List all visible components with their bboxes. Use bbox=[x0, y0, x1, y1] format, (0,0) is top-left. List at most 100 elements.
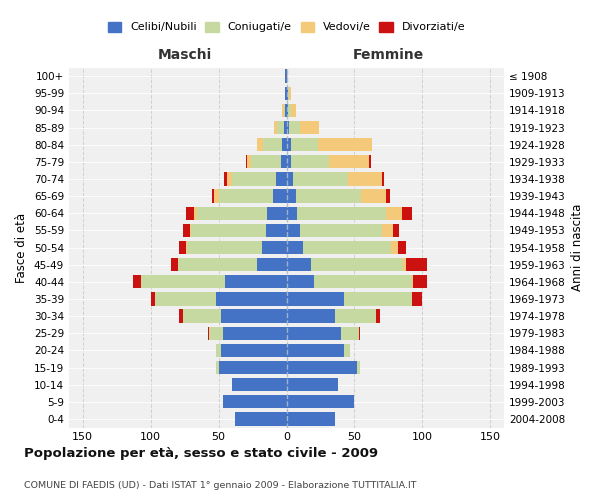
Bar bbox=[359, 326, 360, 340]
Bar bbox=[287, 361, 357, 374]
Bar bbox=[257, 138, 263, 151]
Bar bbox=[296, 190, 361, 203]
Bar bbox=[218, 361, 287, 374]
Bar bbox=[288, 104, 290, 117]
Bar bbox=[194, 206, 197, 220]
Bar bbox=[412, 292, 422, 306]
Bar bbox=[281, 155, 287, 168]
Bar bbox=[287, 121, 289, 134]
Bar bbox=[263, 138, 283, 151]
Bar bbox=[283, 138, 287, 151]
Bar bbox=[287, 224, 300, 237]
Bar bbox=[318, 138, 372, 151]
Bar bbox=[275, 172, 287, 186]
Bar bbox=[293, 172, 347, 186]
Bar bbox=[224, 172, 227, 186]
Bar bbox=[287, 395, 355, 408]
Bar bbox=[287, 258, 311, 272]
Bar bbox=[232, 378, 287, 392]
Bar bbox=[257, 258, 287, 272]
Bar bbox=[186, 241, 187, 254]
Bar bbox=[287, 310, 335, 323]
Bar bbox=[190, 224, 191, 237]
Bar bbox=[287, 378, 338, 392]
Legend: Celibi/Nubili, Coniugati/e, Vedovi/e, Divorziati/e: Celibi/Nubili, Coniugati/e, Vedovi/e, Di… bbox=[103, 18, 470, 37]
Bar bbox=[209, 326, 223, 340]
Bar bbox=[287, 412, 335, 426]
Bar bbox=[223, 326, 287, 340]
Bar bbox=[300, 224, 382, 237]
Bar bbox=[287, 155, 290, 168]
Bar bbox=[266, 224, 287, 237]
Bar bbox=[262, 241, 287, 254]
Bar bbox=[212, 190, 214, 203]
Bar bbox=[285, 70, 287, 83]
Bar bbox=[290, 138, 318, 151]
Bar bbox=[141, 275, 226, 288]
Bar bbox=[287, 344, 344, 357]
Bar bbox=[288, 86, 289, 100]
Bar bbox=[290, 155, 329, 168]
Bar bbox=[232, 172, 275, 186]
Bar bbox=[391, 241, 398, 254]
Bar bbox=[287, 326, 341, 340]
Bar bbox=[287, 292, 344, 306]
Bar bbox=[133, 275, 141, 288]
Bar bbox=[183, 310, 221, 323]
Bar bbox=[341, 326, 359, 340]
Bar bbox=[370, 155, 371, 168]
Bar bbox=[216, 361, 218, 374]
Bar bbox=[179, 241, 186, 254]
Bar bbox=[287, 138, 290, 151]
Bar bbox=[171, 258, 178, 272]
Bar bbox=[298, 206, 386, 220]
Bar bbox=[287, 241, 303, 254]
Bar bbox=[386, 206, 402, 220]
Bar bbox=[235, 412, 287, 426]
Bar bbox=[329, 155, 370, 168]
Bar bbox=[178, 258, 257, 272]
Y-axis label: Anni di nascita: Anni di nascita bbox=[571, 204, 584, 291]
Bar bbox=[344, 344, 350, 357]
Bar bbox=[287, 70, 288, 83]
Bar bbox=[382, 224, 392, 237]
Bar bbox=[300, 121, 319, 134]
Bar bbox=[183, 224, 190, 237]
Bar bbox=[287, 86, 288, 100]
Bar bbox=[214, 190, 218, 203]
Bar bbox=[287, 104, 288, 117]
Bar bbox=[221, 310, 287, 323]
Bar bbox=[289, 121, 300, 134]
Bar bbox=[221, 344, 287, 357]
Bar bbox=[361, 190, 386, 203]
Bar bbox=[314, 275, 412, 288]
Bar bbox=[287, 206, 298, 220]
Bar bbox=[179, 310, 183, 323]
Text: Popolazione per età, sesso e stato civile - 2009: Popolazione per età, sesso e stato civil… bbox=[24, 448, 378, 460]
Bar bbox=[208, 326, 209, 340]
Bar bbox=[226, 275, 287, 288]
Bar bbox=[187, 241, 262, 254]
Text: Femmine: Femmine bbox=[353, 48, 424, 62]
Bar bbox=[216, 344, 221, 357]
Bar bbox=[218, 190, 273, 203]
Bar bbox=[402, 206, 412, 220]
Bar bbox=[273, 190, 287, 203]
Text: Maschi: Maschi bbox=[157, 48, 212, 62]
Bar bbox=[247, 155, 251, 168]
Bar bbox=[376, 310, 380, 323]
Bar bbox=[151, 292, 155, 306]
Bar bbox=[216, 292, 287, 306]
Bar bbox=[283, 104, 284, 117]
Bar bbox=[382, 172, 385, 186]
Bar bbox=[303, 241, 391, 254]
Text: COMUNE DI FAEDIS (UD) - Dati ISTAT 1° gennaio 2009 - Elaborazione TUTTITALIA.IT: COMUNE DI FAEDIS (UD) - Dati ISTAT 1° ge… bbox=[24, 480, 416, 490]
Bar bbox=[191, 224, 266, 237]
Bar bbox=[223, 395, 287, 408]
Bar bbox=[311, 258, 403, 272]
Bar bbox=[251, 155, 281, 168]
Bar bbox=[398, 241, 406, 254]
Bar bbox=[284, 104, 285, 117]
Bar bbox=[347, 172, 382, 186]
Bar bbox=[386, 190, 390, 203]
